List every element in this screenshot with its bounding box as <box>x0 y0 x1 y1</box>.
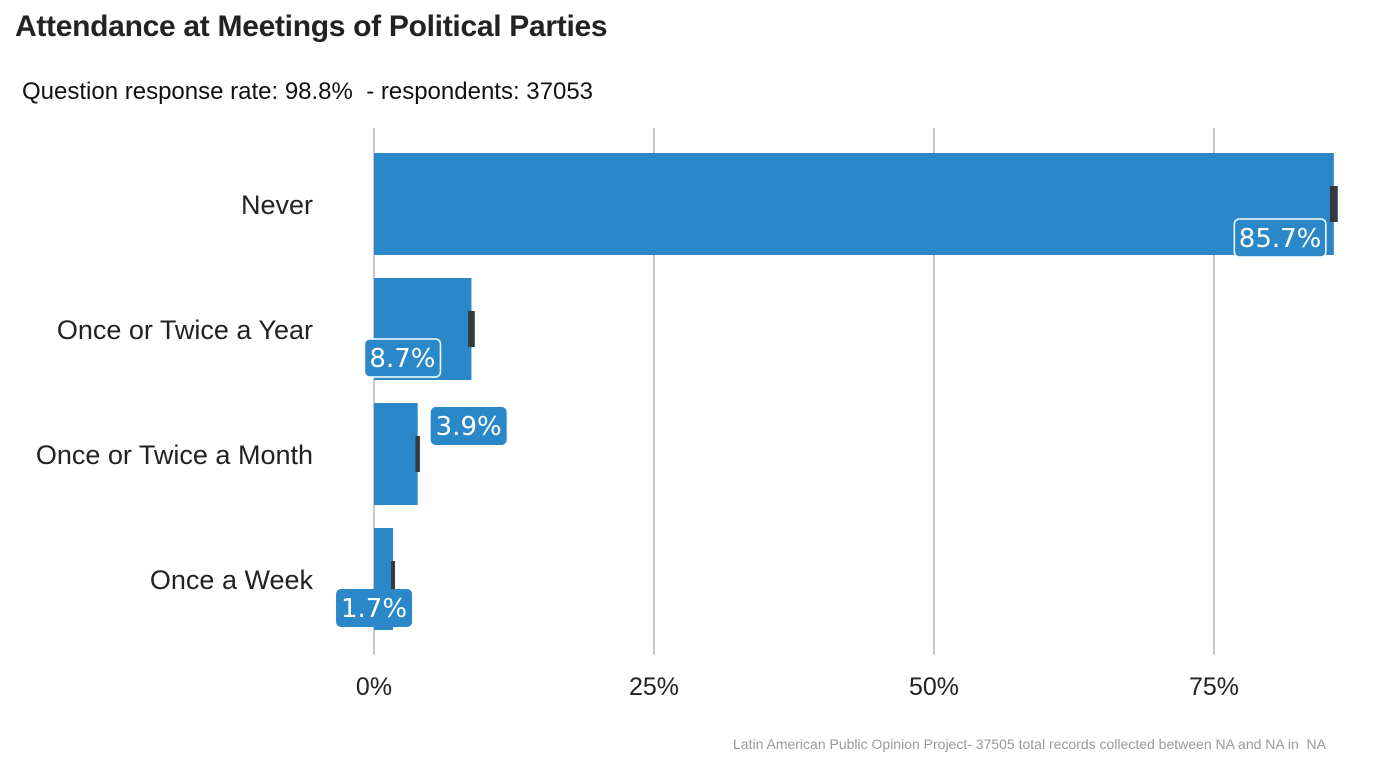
error-bar <box>468 311 475 347</box>
x-tick-label: 0% <box>356 673 392 701</box>
svg-text:8.7%: 8.7% <box>369 344 435 374</box>
category-label: Never <box>241 190 313 220</box>
bar <box>374 153 1334 255</box>
chart-subtitle: Question response rate: 98.8% - responde… <box>22 78 594 105</box>
x-tick-label: 50% <box>909 673 959 701</box>
chart-title: Attendance at Meetings of Political Part… <box>15 10 608 43</box>
chart-caption: Latin American Public Opinion Project- 3… <box>733 736 1326 752</box>
bars <box>374 153 1334 630</box>
bar <box>374 403 418 505</box>
x-axis-tick-labels: 0% 25% 50% 75% <box>356 673 1239 701</box>
category-labels: Never Once or Twice a Year Once or Twice a… <box>36 190 314 595</box>
svg-text:3.9%: 3.9% <box>436 412 502 442</box>
data-label: 85.7% <box>1233 218 1327 258</box>
error-bar <box>415 436 420 472</box>
data-label: 8.7% <box>363 338 442 378</box>
svg-text:1.7%: 1.7% <box>341 594 407 624</box>
category-label: Once or Twice a Month <box>36 440 313 470</box>
category-label: Once a Week <box>150 565 314 595</box>
data-label: 3.9% <box>430 407 507 445</box>
data-label: 1.7% <box>336 589 413 627</box>
x-tick-label: 25% <box>629 673 679 701</box>
svg-text:85.7%: 85.7% <box>1239 224 1322 254</box>
category-label: Once or Twice a Year <box>57 315 313 345</box>
error-bar <box>391 561 396 597</box>
data-labels: 85.7% 8.7% 3.9% 1.7% <box>336 218 1327 627</box>
error-bar <box>1329 186 1338 222</box>
error-bars <box>391 186 1338 597</box>
x-tick-label: 75% <box>1189 673 1239 701</box>
